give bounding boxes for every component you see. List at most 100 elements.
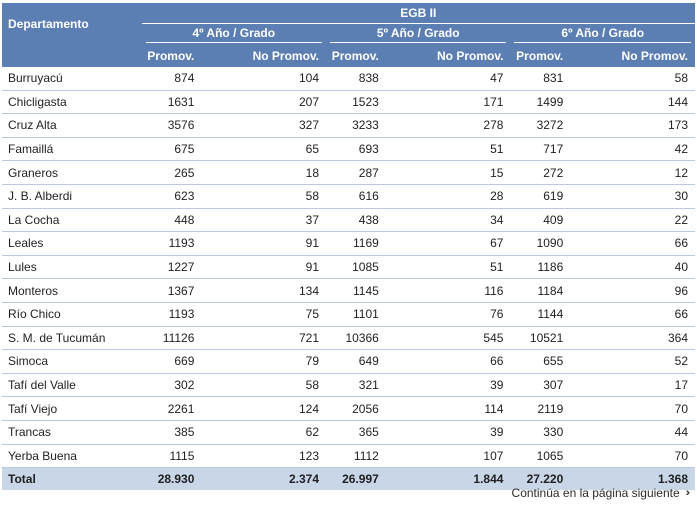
promov-cell: 1186 [510, 255, 571, 280]
total-row: Total 28.930 2.374 26.997 1.844 27.220 1.368 [2, 467, 695, 491]
promov-cell: 10521 [510, 326, 571, 351]
no-promov-cell: 58 [201, 373, 327, 398]
header-row-subheaders: Promov. No Promov. Promov. No Promov. Pr… [2, 45, 695, 67]
department-name: Leales [2, 231, 142, 256]
no-promov-cell: 1.844 [385, 467, 511, 491]
no-promov-cell: 545 [385, 326, 511, 351]
promotion-table: Departamento EGB II 4º Año / Grado 5º Añ… [2, 3, 695, 491]
no-promov-cell: 65 [201, 137, 327, 162]
department-name: S. M. de Tucumán [2, 326, 142, 351]
no-promov-cell: 91 [201, 255, 327, 280]
statistics-table-container: Departamento EGB II 4º Año / Grado 5º Añ… [2, 3, 695, 491]
promov-cell: 409 [510, 208, 571, 233]
promov-cell: 1193 [141, 302, 202, 327]
department-name: J. B. Alberdi [2, 184, 142, 209]
table-row: Yerba Buena 1115 123 1112 107 1065 70 [2, 444, 695, 469]
department-name: Famaillá [2, 137, 142, 162]
grade-header-label: 6º Año / Grado [514, 26, 691, 43]
no-promov-cell: 207 [201, 90, 327, 115]
promov-cell: 669 [141, 349, 202, 374]
promov-cell: 1112 [326, 444, 386, 469]
promov-cell: 838 [326, 67, 386, 91]
department-name: La Cocha [2, 208, 142, 233]
grade-header-label: 5º Año / Grado [330, 26, 507, 43]
no-promov-cell: 58 [570, 67, 695, 91]
no-promov-cell: 75 [201, 302, 327, 327]
grade-header: 4º Año / Grado [141, 23, 327, 45]
no-promov-cell: 52 [570, 349, 695, 374]
department-name: Total [2, 467, 142, 491]
department-name: Cruz Alta [2, 113, 142, 138]
promov-cell: 385 [141, 420, 202, 445]
no-promov-cell: 79 [201, 349, 327, 374]
no-promov-cell: 70 [570, 444, 695, 469]
promov-cell: 623 [141, 184, 202, 209]
header-row-grades: 4º Año / Grado 5º Año / Grado 6º Año / G… [2, 23, 695, 45]
promov-cell: 2119 [510, 396, 571, 421]
no-promov-cell: 18 [201, 160, 327, 185]
promov-cell: 26.997 [326, 467, 386, 491]
no-promov-cell: 134 [201, 278, 327, 303]
table-body: Burruyacú 874 104 838 47 831 58 Chicligasta 1631… [2, 67, 695, 491]
no-promov-cell: 107 [385, 444, 511, 469]
promov-cell: 27.220 [510, 467, 571, 491]
promov-cell: 1227 [141, 255, 202, 280]
promov-cell: 1367 [141, 278, 202, 303]
no-promov-cell: 44 [570, 420, 695, 445]
no-promov-cell: 116 [385, 278, 511, 303]
subheader-promov: Promov. [510, 45, 571, 67]
table-row: J. B. Alberdi 623 58 616 28 619 30 [2, 184, 695, 209]
table-row: Tafí Viejo 2261 124 2056 114 2119 70 [2, 396, 695, 421]
promov-cell: 321 [326, 373, 386, 398]
no-promov-cell: 12 [570, 160, 695, 185]
subheader-spacer [2, 45, 142, 67]
double-chevron-right-icon: ›› [685, 487, 691, 499]
continue-note: Continúa en la página siguiente ›› [511, 486, 691, 500]
no-promov-cell: 28 [385, 184, 511, 209]
table-row: Graneros 265 18 287 15 272 12 [2, 160, 695, 185]
department-name: Graneros [2, 160, 142, 185]
subheader-no-promov: No Promov. [201, 45, 327, 67]
promov-cell: 265 [141, 160, 202, 185]
no-promov-cell: 30 [570, 184, 695, 209]
no-promov-cell: 67 [385, 231, 511, 256]
no-promov-cell: 15 [385, 160, 511, 185]
no-promov-cell: 171 [385, 90, 511, 115]
department-name: Trancas [2, 420, 142, 445]
department-name: Lules [2, 255, 142, 280]
department-name: Simoca [2, 349, 142, 374]
no-promov-cell: 114 [385, 396, 511, 421]
promov-cell: 1169 [326, 231, 386, 256]
no-promov-cell: 278 [385, 113, 511, 138]
promov-cell: 619 [510, 184, 571, 209]
promov-cell: 874 [141, 67, 202, 91]
promov-cell: 330 [510, 420, 571, 445]
promov-cell: 1184 [510, 278, 571, 303]
no-promov-cell: 2.374 [201, 467, 327, 491]
continue-text: Continúa en la página siguiente [511, 486, 680, 500]
promov-cell: 1499 [510, 90, 571, 115]
no-promov-cell: 721 [201, 326, 327, 351]
no-promov-cell: 22 [570, 208, 695, 233]
promov-cell: 1101 [326, 302, 386, 327]
table-row: Río Chico 1193 75 1101 76 1144 66 [2, 302, 695, 327]
promov-cell: 693 [326, 137, 386, 162]
no-promov-cell: 42 [570, 137, 695, 162]
no-promov-cell: 17 [570, 373, 695, 398]
grade-header: 5º Año / Grado [326, 23, 511, 45]
no-promov-cell: 39 [385, 420, 511, 445]
subheader-promov: Promov. [326, 45, 386, 67]
no-promov-cell: 34 [385, 208, 511, 233]
subheader-promov: Promov. [141, 45, 202, 67]
table-row: S. M. de Tucumán 11126 721 10366 545 10521 364 [2, 326, 695, 351]
promov-cell: 3233 [326, 113, 386, 138]
department-name: Yerba Buena [2, 444, 142, 469]
no-promov-cell: 76 [385, 302, 511, 327]
promov-cell: 287 [326, 160, 386, 185]
no-promov-cell: 123 [201, 444, 327, 469]
promov-cell: 11126 [141, 326, 202, 351]
promov-cell: 1631 [141, 90, 202, 115]
promov-cell: 1523 [326, 90, 386, 115]
promov-cell: 3576 [141, 113, 202, 138]
no-promov-cell: 58 [201, 184, 327, 209]
